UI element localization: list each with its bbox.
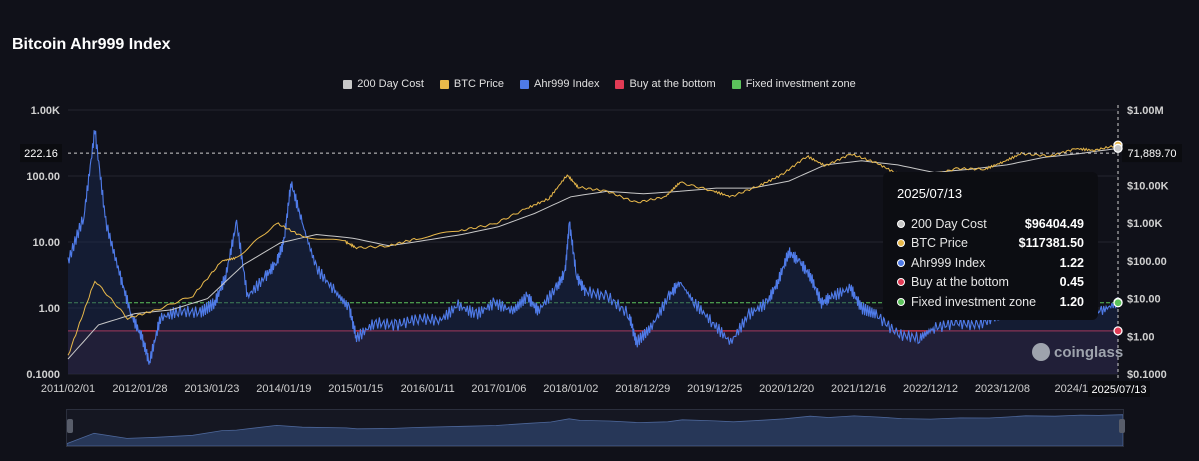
tooltip-dot <box>897 239 905 248</box>
x-tick-label: 2022/12/12 <box>903 383 958 395</box>
x-tick-label: 2017/01/06 <box>471 383 526 395</box>
tooltip-label: BTC Price <box>911 236 968 251</box>
ahr999-area <box>68 130 1118 374</box>
legend-swatch <box>731 79 741 89</box>
tooltip: 2025/07/13 200 Day Cost $96404.49 BTC Pr… <box>883 172 1098 320</box>
y-right-tick-label: $0.1000 <box>1127 369 1167 381</box>
y-right-tick-label: $10.00 <box>1127 294 1161 306</box>
navigator-area <box>66 414 1124 447</box>
x-tick-label: 2023/12/08 <box>975 383 1030 395</box>
y-left-tick-label: 10.00 <box>32 237 60 249</box>
tooltip-value: 0.45 <box>1059 275 1084 290</box>
y-right-tick-label: $1.00K <box>1127 218 1163 230</box>
legend-item-buy-at-bottom[interactable]: Buy at the bottom <box>615 78 716 90</box>
navigator-left-handle[interactable] <box>67 419 73 433</box>
legend-swatch <box>615 79 625 89</box>
y-right-tick-label: $1.00M <box>1127 105 1164 117</box>
legend-label: Fixed investment zone <box>745 78 856 90</box>
tooltip-row: Buy at the bottom 0.45 <box>897 273 1084 293</box>
navigator-preview <box>66 414 1124 447</box>
chart-title: Bitcoin Ahr999 Index <box>12 36 171 53</box>
tooltip-value: $117381.50 <box>1018 236 1084 251</box>
x-tick-label: 2019/12/25 <box>687 383 742 395</box>
y-right-tick-label: $10.00K <box>1127 180 1169 192</box>
tooltip-dot <box>897 297 905 306</box>
crosshair-right-box <box>1122 144 1182 163</box>
x-tick-label: 2018/12/29 <box>615 383 670 395</box>
legend-item-btc-price[interactable]: BTC Price <box>439 78 505 90</box>
tooltip-value: 1.20 <box>1059 294 1084 309</box>
y-right-tick-label: $100.00 <box>1127 256 1167 268</box>
y-left-tick-label: 100.00 <box>26 171 60 183</box>
tooltip-label: Fixed investment zone <box>911 294 1037 309</box>
x-tick-label: 2013/01/23 <box>184 383 239 395</box>
tooltip-dot <box>897 219 905 228</box>
tooltip-label: Ahr999 Index <box>911 255 986 270</box>
tooltip-dot <box>897 258 905 267</box>
ahr999-line <box>67 130 1119 365</box>
fixed-investment-marker <box>1113 298 1123 308</box>
y-left-tick-label: 1.00 <box>39 303 60 315</box>
crosshair-left-box <box>20 144 62 163</box>
btc-price-line <box>67 144 1118 356</box>
legend-item-200-day-cost[interactable]: 200 Day Cost <box>343 78 424 90</box>
x-tick-label: 2011/02/01 <box>41 383 95 395</box>
legend-swatch <box>343 79 353 89</box>
navigator-right-handle[interactable] <box>1119 419 1125 433</box>
chart-legend: 200 Day Cost BTC Price Ahr999 Index Buy … <box>0 78 1199 90</box>
watermark-text: coinglass <box>1054 343 1124 361</box>
legend-label: BTC Price <box>453 78 505 90</box>
tooltip-dot <box>897 278 905 287</box>
x-tick-label: 2014/01/19 <box>256 383 311 395</box>
legend-item-fixed-investment-zone[interactable]: Fixed investment zone <box>731 78 856 90</box>
x-tick-label: 2016/01/11 <box>401 383 455 395</box>
legend-label: Buy at the bottom <box>629 78 716 90</box>
crosshair-right-label: 71,889.70 <box>1128 148 1177 160</box>
tooltip-value: $96404.49 <box>1024 216 1084 231</box>
y-left-tick-label: 1.00K <box>31 105 60 117</box>
y-right-tick-label: $1.00 <box>1127 331 1155 343</box>
legend-label: 200 Day Cost <box>357 78 424 90</box>
buy-zone-shade <box>68 330 1118 374</box>
buy-bottom-marker <box>1113 326 1123 336</box>
x-tick-label: 2024/12 <box>1055 383 1095 395</box>
tooltip-row: Ahr999 Index 1.22 <box>897 253 1084 273</box>
coinglass-watermark: coinglass <box>1032 343 1123 361</box>
x-tick-label: 2018/01/02 <box>543 383 598 395</box>
y-left-tick-label: 0.1000 <box>26 369 60 381</box>
legend-swatch <box>520 79 530 89</box>
legend-swatch <box>439 79 449 89</box>
crosshair-date-label: 2025/07/13 <box>1091 384 1146 396</box>
range-navigator[interactable] <box>66 409 1124 447</box>
x-tick-label: 2021/12/16 <box>831 383 886 395</box>
tooltip-date: 2025/07/13 <box>897 186 963 201</box>
tooltip-row: Fixed investment zone 1.20 <box>897 292 1084 312</box>
coinglass-logo-icon <box>1032 343 1050 361</box>
legend-label: Ahr999 Index <box>534 78 600 90</box>
tooltip-value: 1.22 <box>1059 255 1084 270</box>
x-tick-label: 2015/01/15 <box>328 383 383 395</box>
x-tick-label: 2012/01/28 <box>112 383 167 395</box>
tooltip-row: 200 Day Cost $96404.49 <box>897 214 1084 234</box>
crosshair-date-box <box>1088 381 1150 397</box>
legend-item-ahr999-index[interactable]: Ahr999 Index <box>520 78 599 90</box>
cost-marker <box>1113 143 1123 153</box>
tooltip-row: BTC Price $117381.50 <box>897 234 1084 254</box>
x-tick-label: 2020/12/20 <box>759 383 814 395</box>
tooltip-label: 200 Day Cost <box>911 216 987 231</box>
tooltip-label: Buy at the bottom <box>911 275 1009 290</box>
crosshair-left-label: 222.16 <box>24 148 58 160</box>
